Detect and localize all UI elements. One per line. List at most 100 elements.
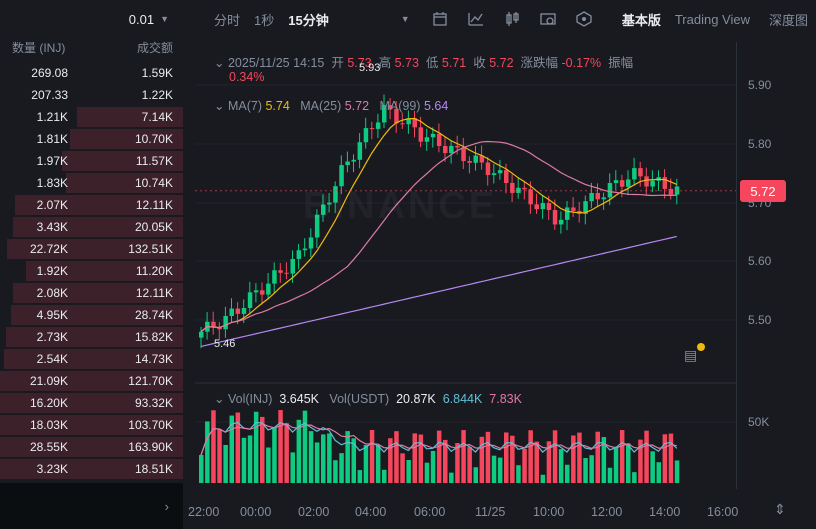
view-tradingview[interactable]: Trading View bbox=[674, 11, 750, 27]
time-label: 14:00 bbox=[649, 505, 681, 519]
chevron-right-icon[interactable]: › bbox=[164, 499, 169, 514]
interval-dropdown-icon[interactable]: ▼ bbox=[400, 14, 410, 24]
candle-body bbox=[260, 290, 265, 295]
volume-bar bbox=[339, 453, 344, 483]
volume-bar bbox=[583, 458, 588, 483]
volume-bar bbox=[473, 467, 478, 483]
ma7-line bbox=[200, 117, 678, 333]
candle-body bbox=[333, 186, 338, 203]
candle-type-icon[interactable] bbox=[504, 11, 520, 27]
notification-dot bbox=[697, 343, 705, 351]
collapse-icon[interactable]: ⌄ bbox=[214, 56, 225, 70]
view-depth[interactable]: 深度图 bbox=[768, 12, 808, 28]
candle-body bbox=[382, 105, 387, 123]
note-icon[interactable]: ▤ bbox=[684, 347, 698, 363]
candle-body bbox=[497, 170, 503, 174]
order-book-row[interactable]: 22.72K 132.51K bbox=[0, 238, 183, 260]
volume-bar bbox=[388, 438, 393, 483]
time-label: 12:00 bbox=[591, 505, 623, 519]
collapse-icon[interactable]: ⌄ bbox=[214, 392, 225, 406]
settings-icon[interactable] bbox=[539, 11, 556, 27]
volume-bar bbox=[662, 434, 668, 483]
order-book-row[interactable]: 2.08K 12.11K bbox=[0, 282, 183, 304]
order-book-row[interactable]: 3.23K 18.51K bbox=[0, 458, 183, 480]
volume-bar bbox=[223, 444, 228, 483]
volume-bar bbox=[552, 430, 558, 483]
row-amount: 28.74K bbox=[134, 308, 173, 322]
volume-bar bbox=[674, 460, 680, 483]
order-book-row[interactable]: 2.73K 15.82K bbox=[0, 326, 183, 348]
volume-bar bbox=[205, 421, 210, 483]
amplitude-value: 0.34% bbox=[229, 70, 265, 84]
row-qty: 28.55K bbox=[29, 440, 68, 454]
order-book-row[interactable]: 16.20K 93.32K bbox=[0, 392, 183, 414]
time-label: 10:00 bbox=[533, 505, 565, 519]
view-basic[interactable]: 基本版 bbox=[621, 12, 661, 28]
candle-body bbox=[479, 155, 485, 163]
candle-body bbox=[235, 308, 241, 314]
order-book-row[interactable]: 28.55K 163.90K bbox=[0, 436, 183, 458]
amplitude-label: 振幅 bbox=[608, 56, 634, 70]
price-axis[interactable] bbox=[736, 42, 816, 489]
time-label: 00:00 bbox=[240, 505, 272, 519]
interval-1s[interactable]: 1秒 bbox=[254, 12, 275, 28]
order-book-row[interactable]: 1.83K 10.74K bbox=[0, 172, 183, 194]
interval-15m[interactable]: 15分钟 bbox=[288, 12, 329, 28]
interval-timeline[interactable]: 分时 bbox=[214, 12, 241, 28]
order-book-footer: › bbox=[0, 483, 183, 529]
order-book-row[interactable]: 1.97K 11.57K bbox=[0, 150, 183, 172]
candlestick-plot[interactable] bbox=[195, 42, 736, 489]
ohlc-datetime: 2025/11/25 14:15 bbox=[227, 56, 325, 70]
volume-bar bbox=[333, 460, 338, 483]
volume-bar bbox=[540, 474, 546, 483]
amount-header: 成交额 bbox=[136, 40, 173, 55]
order-book-row[interactable]: 21.09K 121.70K bbox=[0, 370, 183, 392]
volume-bar bbox=[260, 416, 265, 483]
line-chart-icon[interactable] bbox=[467, 11, 484, 27]
row-qty: 2.07K bbox=[36, 198, 68, 212]
collapse-icon[interactable]: ⌄ bbox=[214, 99, 225, 113]
candle-body bbox=[272, 270, 277, 284]
candle-body bbox=[632, 168, 637, 180]
precision-selector[interactable]: 0.01 ▼ bbox=[0, 0, 183, 38]
depth-bar bbox=[3, 349, 183, 369]
candle-body bbox=[369, 128, 375, 130]
volume-bar bbox=[619, 430, 625, 483]
row-amount: 10.74K bbox=[134, 176, 173, 190]
low-value: 5.71 bbox=[441, 56, 467, 70]
auto-scale-icon[interactable]: ⇕ bbox=[774, 501, 786, 517]
volume-bar bbox=[296, 419, 302, 483]
order-book-row[interactable]: 1.21K 7.14K bbox=[0, 106, 183, 128]
candle-body bbox=[388, 105, 393, 110]
volume-bar bbox=[284, 423, 289, 483]
order-book-row[interactable]: 3.43K 20.05K bbox=[0, 216, 183, 238]
volume-bar bbox=[278, 410, 283, 483]
order-book-row[interactable]: 18.03K 103.70K bbox=[0, 414, 183, 436]
depth-bar bbox=[12, 283, 183, 303]
order-book-row[interactable]: 2.07K 12.11K bbox=[0, 194, 183, 216]
order-book-row[interactable]: 1.81K 10.70K bbox=[0, 128, 183, 150]
volume-bar bbox=[607, 467, 613, 483]
order-book-row[interactable]: 1.92K 11.20K bbox=[0, 260, 183, 282]
order-book-row[interactable]: 207.33 1.22K bbox=[0, 84, 183, 106]
order-book-row[interactable]: 269.08 1.59K bbox=[0, 62, 183, 84]
candle-body bbox=[394, 109, 399, 124]
indicator-icon[interactable] bbox=[432, 11, 448, 27]
row-qty: 4.95K bbox=[36, 308, 68, 322]
time-label: 22:00 bbox=[188, 505, 220, 519]
candle-body bbox=[418, 127, 424, 142]
close-value: 5.72 bbox=[489, 56, 514, 70]
order-book-row[interactable]: 4.95K 28.74K bbox=[0, 304, 183, 326]
volume-bar bbox=[613, 446, 619, 483]
vol-ma1-line bbox=[200, 421, 678, 456]
layers-icon[interactable] bbox=[575, 11, 592, 27]
volume-bar bbox=[406, 460, 411, 483]
precision-value: 0.01 bbox=[128, 11, 155, 27]
candle-body bbox=[412, 118, 417, 128]
volume-bar bbox=[479, 436, 485, 483]
candle-body bbox=[314, 214, 320, 238]
volume-bar bbox=[644, 430, 649, 483]
depth-bar bbox=[14, 195, 183, 215]
order-book-row[interactable]: 2.54K 14.73K bbox=[0, 348, 183, 370]
volume-bar bbox=[571, 435, 576, 483]
